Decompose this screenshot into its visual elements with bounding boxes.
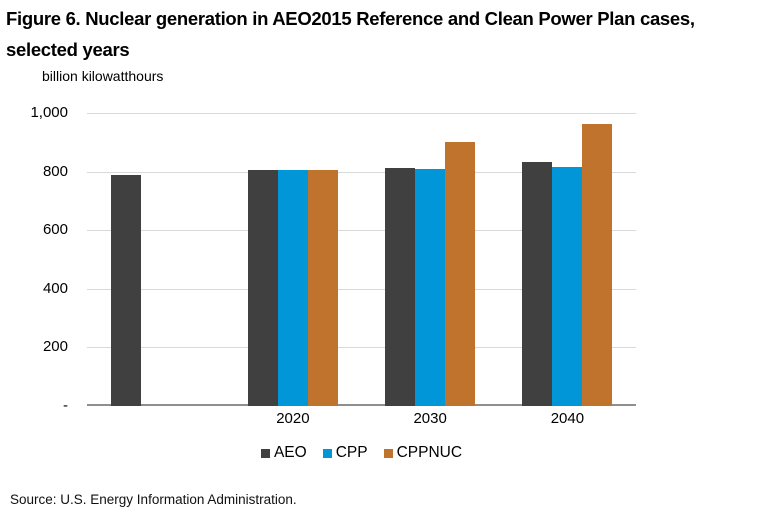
- bar-cpp-2030: [415, 168, 446, 406]
- gridline: [87, 171, 636, 173]
- bar-cppnuc-2040: [582, 124, 613, 406]
- y-tick-label: -: [63, 397, 68, 414]
- legend: AEO CPP CPPNUC: [87, 444, 636, 462]
- y-axis-unit-label: billion kilowatthours: [42, 68, 164, 84]
- legend-item-cpp: CPP: [322, 444, 368, 462]
- chart-title: Figure 6. Nuclear generation in AEO2015 …: [6, 3, 695, 65]
- bar-cpp-2020: [277, 169, 308, 406]
- legend-label: CPPNUC: [396, 444, 463, 461]
- bar-aeo-group1: [110, 174, 141, 406]
- y-tick-label: 600: [42, 221, 68, 239]
- y-tick-label: 400: [42, 279, 68, 297]
- gridline: [87, 347, 636, 349]
- x-axis-tick-labels: 2020 2030 2040: [87, 409, 636, 431]
- source-note: Source: U.S. Energy Information Administ…: [10, 492, 297, 507]
- legend-swatch-icon: [322, 448, 332, 458]
- plot-area: [87, 113, 636, 406]
- legend-label: AEO: [273, 444, 307, 461]
- bar-aeo-2040: [522, 161, 553, 406]
- bar-aeo-2030: [385, 168, 416, 406]
- bar-cpp-2040: [552, 166, 583, 406]
- legend-swatch-icon: [260, 448, 270, 458]
- y-tick-label: 200: [42, 338, 68, 356]
- y-axis-tick-labels: - 200 400 600 800 1,000: [0, 0, 68, 516]
- bar-cppnuc-2020: [307, 169, 338, 406]
- chart-title-line1: Figure 6. Nuclear generation in AEO2015 …: [6, 8, 695, 29]
- bar-aeo-2020: [247, 169, 278, 406]
- x-tick-label: 2040: [550, 410, 585, 427]
- bar-cppnuc-2030: [445, 142, 476, 406]
- x-tick-label: 2020: [276, 410, 310, 427]
- gridline: [87, 288, 636, 290]
- legend-item-aeo: AEO: [260, 444, 307, 462]
- legend-label: CPP: [335, 444, 368, 461]
- y-tick-label: 1,000: [30, 104, 68, 121]
- x-tick-label: 2030: [413, 410, 447, 427]
- legend-swatch-icon: [383, 448, 393, 458]
- legend-item-cppnuc: CPPNUC: [383, 444, 463, 462]
- gridline: [87, 230, 636, 232]
- chart-title-line2: selected years: [6, 39, 130, 60]
- gridline: [87, 113, 636, 114]
- y-tick-label: 800: [42, 162, 68, 180]
